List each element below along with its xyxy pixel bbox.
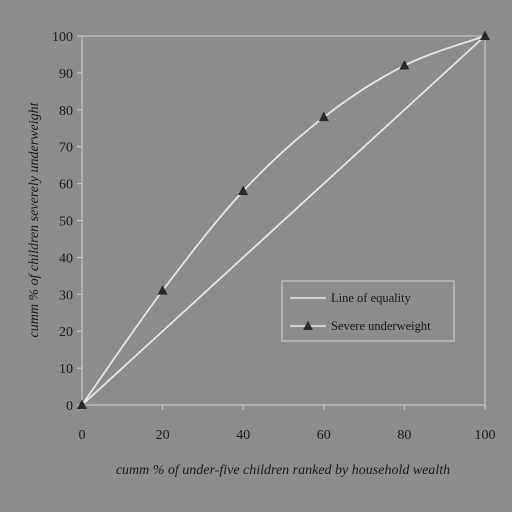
y-tick-label: 50 (59, 215, 73, 230)
x-axis-title: cumm % of under-five children ranked by … (116, 463, 450, 478)
legend-box (281, 280, 455, 342)
data-point-triangle (77, 399, 87, 409)
x-tick-label: 40 (236, 428, 250, 443)
legend-label-equality: Line of equality (331, 291, 412, 305)
y-tick-label: 10 (59, 362, 73, 377)
data-point-triangle (238, 185, 249, 195)
x-tick-label: 20 (156, 428, 170, 443)
x-tick-label: 0 (79, 428, 86, 443)
x-axis-ticks: 0 20 40 60 80 100 (79, 405, 496, 443)
x-tick-label: 100 (475, 428, 496, 443)
y-tick-label: 0 (66, 399, 73, 414)
y-axis-title: cumm % of children severely underweight (27, 101, 42, 337)
y-tick-label: 30 (59, 288, 73, 303)
legend: Line of equality Severe underweight (281, 280, 455, 342)
y-axis-ticks: 0 10 20 30 40 50 60 70 80 90 100 (52, 30, 82, 414)
data-point-triangle (399, 60, 410, 70)
data-point-triangle (480, 30, 490, 40)
legend-label-severe: Severe underweight (331, 319, 431, 333)
y-tick-label: 20 (59, 325, 73, 340)
y-tick-label: 60 (59, 178, 73, 193)
y-tick-label: 90 (59, 67, 73, 82)
legend-marker-triangle (303, 321, 313, 330)
x-tick-label: 80 (397, 428, 411, 443)
data-point-triangle (318, 111, 329, 122)
y-tick-label: 40 (59, 251, 73, 266)
data-point-triangle (157, 285, 168, 295)
y-tick-label: 70 (59, 141, 73, 156)
series-line-equality (81, 35, 486, 406)
y-tick-label: 80 (59, 104, 73, 119)
series-layer (77, 30, 490, 409)
x-tick-label: 60 (317, 428, 331, 443)
y-tick-label: 100 (52, 30, 73, 45)
